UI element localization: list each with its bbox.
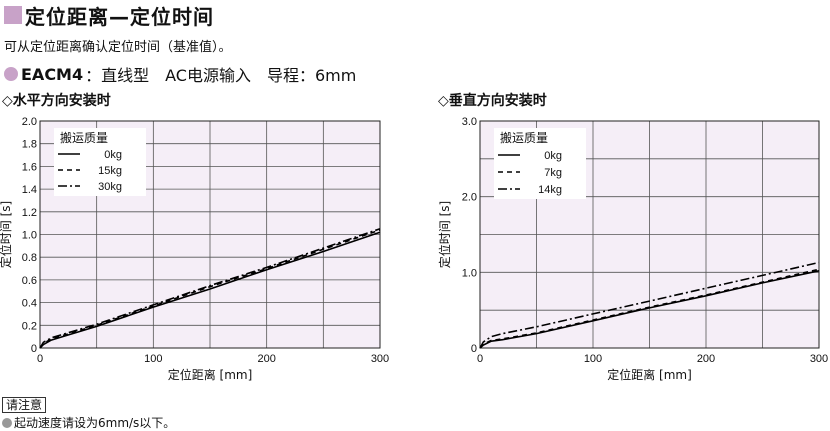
x-tick-label: 200 <box>697 353 715 365</box>
model-row: EACM4 ：直线型 AC电源输入 导程：6mm <box>4 62 356 86</box>
x-tick-label: 100 <box>144 353 162 365</box>
y-tick-label: 0.8 <box>22 252 37 264</box>
y-tick-label: 0.6 <box>22 275 37 287</box>
note-text: 起动速度请设为6mm/s以下。 <box>14 416 176 430</box>
series-line <box>479 261 820 349</box>
x-tick-label: 300 <box>810 353 828 365</box>
title-square-icon <box>4 6 22 24</box>
model-spec: ：直线型 AC电源输入 导程：6mm <box>85 66 357 85</box>
legend-title: 搬运质量 <box>60 130 108 145</box>
y-tick-label: 2.0 <box>22 116 37 128</box>
legend-entry: 0kg <box>544 150 562 162</box>
model-name: EACM4 <box>21 64 84 84</box>
y-axis-label: 定位时间 [s] <box>437 201 452 268</box>
y-tick-label: 0.4 <box>22 298 37 310</box>
chart-vertical: 0 1.0 2.0 3.0 0 100 200 300 定位距离 [mm] 定位时间 [s] 搬运质… <box>437 116 828 382</box>
x-tick-label: 0 <box>477 353 483 365</box>
legend-entry: 7kg <box>544 167 562 179</box>
y-tick-label: 1.0 <box>22 230 37 242</box>
y-tick-label: 1.8 <box>22 139 37 151</box>
legend-title: 搬运质量 <box>500 130 548 145</box>
y-tick-label: 0.2 <box>22 320 37 332</box>
y-tick-label: 0 <box>471 343 477 355</box>
y-axis-label: 定位时间 [s] <box>0 201 13 268</box>
legend-entry: 0kg <box>104 149 122 161</box>
y-tick-label: 1.4 <box>22 184 37 196</box>
y-tick-label: 1.6 <box>22 161 37 173</box>
y-tick-label: 2.0 <box>462 192 477 204</box>
y-tick-label: 1.2 <box>22 207 37 219</box>
chart-horizontal: 0 0.2 0.4 0.6 0.8 1.0 1.2 1.4 1.6 1.8 2.0 0 100 200 30… <box>0 116 389 382</box>
legend-box <box>54 128 146 196</box>
chart-heading-vertical: ◇垂直方向安装时 <box>438 93 547 109</box>
x-axis-label: 定位距离 [mm] <box>607 367 692 382</box>
plot-frame <box>479 120 820 349</box>
notice-heading: 请注意 <box>2 397 47 413</box>
page-title: 定位距离—定位时间 <box>25 4 214 29</box>
x-tick-label: 200 <box>257 353 275 365</box>
note-dot-icon <box>2 417 12 428</box>
page-subtitle: 可从定位距离确认定位时间（基准值）。 <box>4 40 232 55</box>
bullet-dot-icon <box>4 67 18 81</box>
y-tick-label: 1.0 <box>462 267 477 279</box>
series-line <box>39 228 381 349</box>
series-line <box>39 231 381 349</box>
y-tick-label: 0 <box>31 343 37 355</box>
series-line <box>479 268 820 349</box>
x-axis-label: 定位距离 [mm] <box>168 367 253 382</box>
x-tick-label: 100 <box>584 353 602 365</box>
plot-frame <box>39 120 381 349</box>
legend-entry: 30kg <box>98 181 122 193</box>
note-row: 起动速度请设为6mm/s以下。 <box>2 414 175 431</box>
x-tick-label: 300 <box>371 353 389 365</box>
y-tick-label: 3.0 <box>462 116 477 128</box>
chart-heading-horizontal: ◇水平方向安装时 <box>2 93 111 109</box>
legend-box <box>494 128 586 199</box>
x-tick-label: 0 <box>37 353 43 365</box>
legend-entry: 15kg <box>98 165 122 177</box>
series-line <box>39 229 381 349</box>
legend-entry: 14kg <box>538 184 562 196</box>
title-row: 定位距离—定位时间 <box>4 2 214 29</box>
